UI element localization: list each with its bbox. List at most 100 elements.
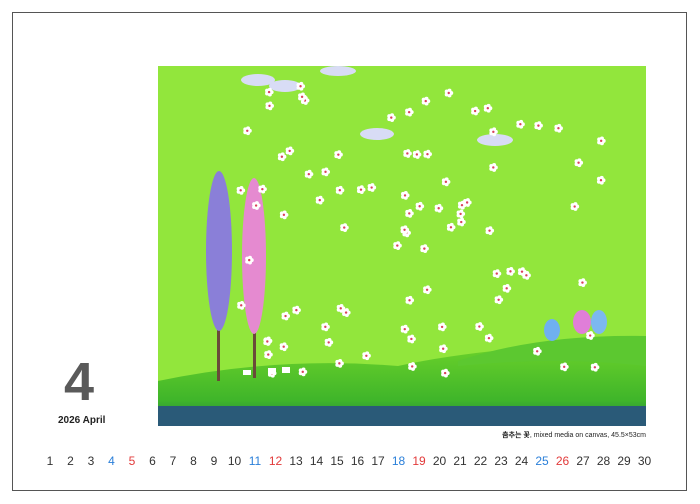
day-3: 3 <box>87 454 95 468</box>
flower <box>281 311 291 321</box>
flower <box>438 322 447 332</box>
flower <box>423 285 432 295</box>
flower <box>405 295 415 305</box>
flowers <box>236 81 606 378</box>
flower <box>570 202 580 211</box>
calendar-frame <box>12 12 687 491</box>
flower <box>586 331 595 340</box>
flower <box>393 241 402 250</box>
small-tree-blue-2 <box>591 310 607 334</box>
day-22: 22 <box>473 454 488 468</box>
flower <box>560 362 569 372</box>
flower <box>265 87 274 97</box>
day-7: 7 <box>169 454 177 468</box>
flower <box>298 367 308 377</box>
day-29: 29 <box>617 454 631 468</box>
day-24: 24 <box>514 454 529 468</box>
flower <box>590 362 600 372</box>
flower <box>405 209 414 218</box>
flower <box>506 266 515 276</box>
flower <box>415 201 425 211</box>
day-21: 21 <box>453 454 467 468</box>
day-13: 13 <box>289 454 303 468</box>
artwork-caption: 춤추는 꽃, mixed media on canvas, 45.5×53cm <box>502 430 646 440</box>
day-1: 1 <box>46 454 54 468</box>
flower <box>400 225 410 235</box>
day-18: 18 <box>391 454 406 468</box>
flower <box>298 92 307 102</box>
flower <box>596 175 606 185</box>
flower <box>420 244 429 254</box>
flower <box>296 81 306 91</box>
day-9: 9 <box>210 454 218 468</box>
flower <box>321 167 331 177</box>
flower <box>446 222 456 232</box>
flower <box>236 185 246 195</box>
artwork-title: 춤추는 꽃 <box>502 432 530 439</box>
flower <box>463 198 472 207</box>
flower <box>324 338 334 347</box>
flower <box>340 223 349 232</box>
flower <box>407 334 416 344</box>
day-4: 4 <box>108 454 115 468</box>
day-28: 28 <box>596 454 611 468</box>
day-12: 12 <box>268 454 283 468</box>
flower <box>334 150 343 160</box>
day-row: 1 2 3 4 5 6 7 8 9 10 11 12 13 14 15 16 17 18 19 20 21 22 23 24 2… <box>40 454 660 470</box>
flower <box>475 322 484 331</box>
flower <box>441 368 450 378</box>
flower <box>441 177 451 187</box>
painting-water <box>158 406 646 426</box>
flower <box>534 121 543 131</box>
flower <box>277 152 287 162</box>
flower <box>517 267 527 277</box>
houses <box>243 367 290 375</box>
flower <box>292 305 301 315</box>
day-5: 5 <box>128 454 136 468</box>
flower <box>401 191 410 200</box>
flower <box>444 88 454 98</box>
small-tree-blue <box>544 319 560 341</box>
flower <box>421 96 431 106</box>
flower <box>265 101 274 111</box>
painting-hill <box>158 341 646 426</box>
flower <box>492 269 502 278</box>
month-label: 2026 April <box>58 415 106 426</box>
flower <box>423 149 432 159</box>
flower <box>252 201 261 210</box>
day-27: 27 <box>576 454 590 468</box>
tree-pink <box>242 178 266 378</box>
flower <box>554 123 563 133</box>
flower <box>403 149 412 158</box>
flower <box>279 342 289 352</box>
flower <box>471 106 480 116</box>
flower <box>516 119 525 129</box>
day-23: 23 <box>494 454 508 468</box>
flower <box>367 183 377 192</box>
day-14: 14 <box>309 454 324 468</box>
day-2: 2 <box>67 454 74 468</box>
flower <box>245 255 254 265</box>
day-26: 26 <box>555 454 570 468</box>
tree-purple <box>206 171 232 381</box>
day-19: 19 <box>412 454 426 468</box>
flower <box>489 127 498 137</box>
flower <box>484 333 494 343</box>
flower <box>483 103 493 113</box>
flower <box>304 169 314 179</box>
flower <box>279 210 289 220</box>
flower <box>408 362 417 371</box>
day-8: 8 <box>190 454 197 468</box>
flower <box>412 150 422 159</box>
flower <box>335 185 345 195</box>
flower <box>342 308 351 317</box>
flower <box>264 350 273 359</box>
day-20: 20 <box>432 454 447 468</box>
day-30: 30 <box>637 454 652 468</box>
flower <box>387 113 396 123</box>
flower <box>578 278 587 287</box>
flower <box>489 163 498 172</box>
day-25: 25 <box>535 454 549 468</box>
flower <box>439 344 448 354</box>
day-16: 16 <box>350 454 365 468</box>
